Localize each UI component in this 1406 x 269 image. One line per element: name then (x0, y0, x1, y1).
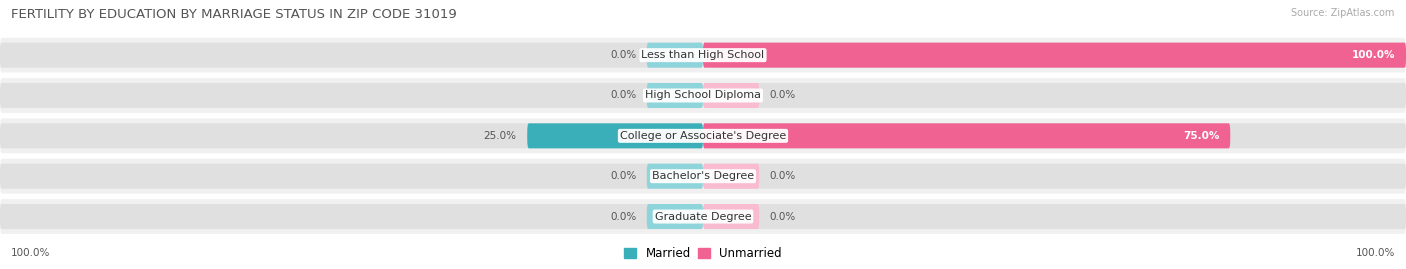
Text: Source: ZipAtlas.com: Source: ZipAtlas.com (1291, 8, 1395, 18)
FancyBboxPatch shape (703, 43, 1406, 68)
Text: 100.0%: 100.0% (1353, 50, 1395, 60)
Text: 0.0%: 0.0% (610, 211, 637, 222)
Text: 100.0%: 100.0% (11, 248, 51, 258)
FancyBboxPatch shape (0, 83, 703, 108)
FancyBboxPatch shape (0, 78, 1406, 113)
FancyBboxPatch shape (703, 43, 1406, 68)
FancyBboxPatch shape (0, 204, 703, 229)
FancyBboxPatch shape (703, 204, 759, 229)
Text: 100.0%: 100.0% (1355, 248, 1395, 258)
FancyBboxPatch shape (647, 164, 703, 189)
FancyBboxPatch shape (703, 83, 759, 108)
Text: 25.0%: 25.0% (484, 131, 517, 141)
FancyBboxPatch shape (703, 123, 1406, 148)
FancyBboxPatch shape (527, 123, 703, 148)
Text: 0.0%: 0.0% (770, 171, 796, 181)
Text: Graduate Degree: Graduate Degree (655, 211, 751, 222)
FancyBboxPatch shape (0, 123, 703, 148)
FancyBboxPatch shape (647, 43, 703, 68)
FancyBboxPatch shape (703, 123, 1230, 148)
Legend: Married, Unmarried: Married, Unmarried (624, 247, 782, 260)
FancyBboxPatch shape (0, 119, 1406, 153)
FancyBboxPatch shape (703, 204, 1406, 229)
FancyBboxPatch shape (0, 164, 703, 189)
Text: FERTILITY BY EDUCATION BY MARRIAGE STATUS IN ZIP CODE 31019: FERTILITY BY EDUCATION BY MARRIAGE STATU… (11, 8, 457, 21)
Text: 0.0%: 0.0% (610, 50, 637, 60)
Text: 0.0%: 0.0% (610, 90, 637, 101)
FancyBboxPatch shape (703, 164, 1406, 189)
Text: 0.0%: 0.0% (770, 90, 796, 101)
Text: College or Associate's Degree: College or Associate's Degree (620, 131, 786, 141)
FancyBboxPatch shape (703, 164, 759, 189)
Text: 0.0%: 0.0% (770, 211, 796, 222)
Text: 0.0%: 0.0% (610, 171, 637, 181)
FancyBboxPatch shape (703, 83, 1406, 108)
FancyBboxPatch shape (0, 43, 703, 68)
FancyBboxPatch shape (0, 159, 1406, 194)
FancyBboxPatch shape (647, 204, 703, 229)
FancyBboxPatch shape (0, 199, 1406, 234)
FancyBboxPatch shape (647, 83, 703, 108)
Text: Bachelor's Degree: Bachelor's Degree (652, 171, 754, 181)
Text: Less than High School: Less than High School (641, 50, 765, 60)
Text: 75.0%: 75.0% (1184, 131, 1219, 141)
FancyBboxPatch shape (0, 38, 1406, 72)
Text: High School Diploma: High School Diploma (645, 90, 761, 101)
